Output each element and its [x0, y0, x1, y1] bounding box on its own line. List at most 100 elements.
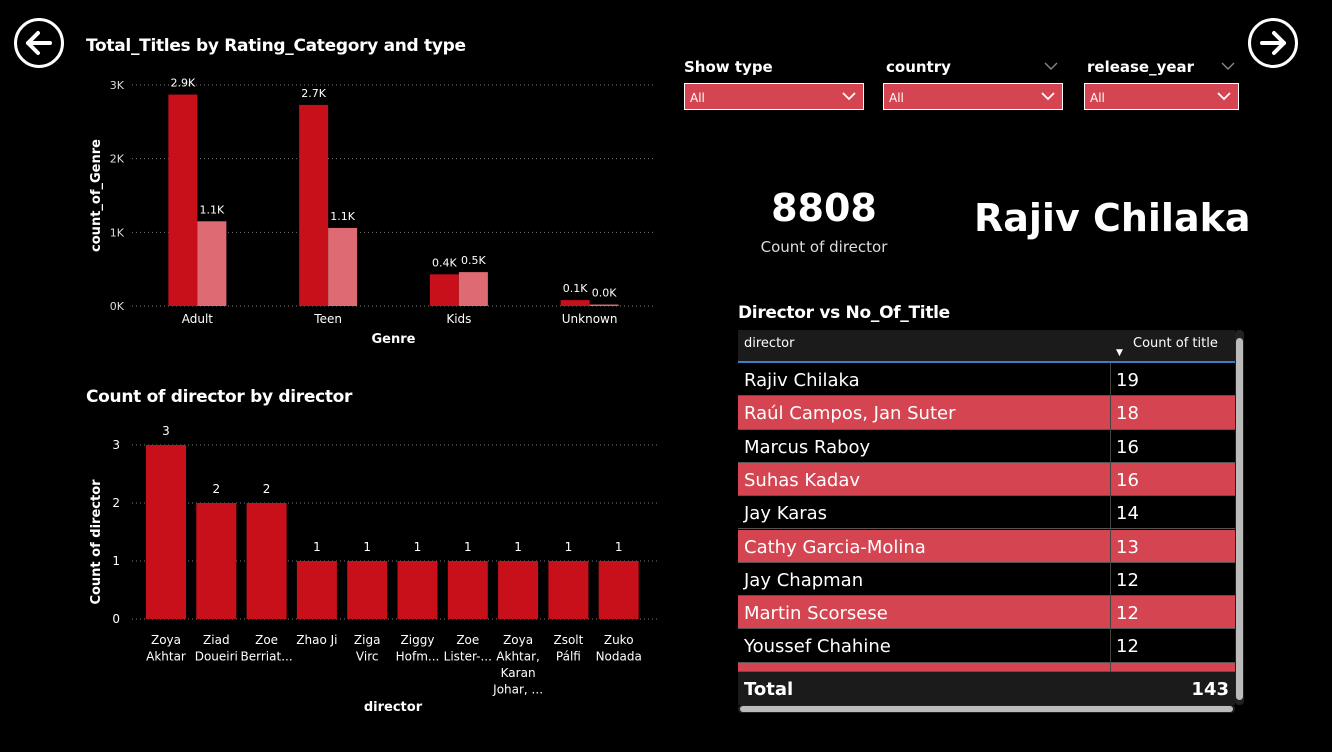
x-axis-title: Genre — [372, 332, 416, 347]
cell-director: Jay Karas — [744, 503, 828, 525]
slicer-value: All — [1090, 91, 1105, 105]
x-tick-label: Zsolt — [553, 633, 583, 647]
scrollbar-thumb[interactable] — [1236, 338, 1243, 700]
slicer-label: release_year — [1087, 58, 1195, 76]
column-header-count[interactable]: Count of title — [1133, 336, 1218, 351]
cell-director: Raúl Campos, Jan Suter — [744, 403, 956, 425]
y-tick-label: 1K — [110, 226, 125, 239]
table-row[interactable]: Suhas Kadav 16 — [738, 462, 1235, 497]
table-total-row: Total 143 — [738, 672, 1235, 705]
cell-count: 12 — [1116, 636, 1139, 658]
back-button[interactable] — [14, 18, 64, 68]
bar — [548, 561, 589, 619]
y-tick-label: 3K — [110, 79, 125, 92]
table-row[interactable]: Jay Chapman 12 — [738, 562, 1235, 597]
data-label: 1 — [514, 540, 522, 554]
chevron-down-icon[interactable] — [1220, 60, 1236, 72]
vertical-scrollbar[interactable] — [1235, 330, 1244, 705]
chart2-title: Count of director by director — [86, 387, 353, 407]
release-year-dropdown[interactable]: All — [1084, 83, 1239, 110]
cell-count: 12 — [1116, 603, 1139, 625]
chevron-down-icon — [842, 92, 856, 101]
slicer-show-type: Show type All — [684, 58, 864, 110]
data-label: 0.5K — [461, 254, 486, 267]
x-tick-label: Akhtar, — [496, 650, 540, 664]
bar — [146, 445, 186, 619]
bar — [196, 503, 237, 619]
cell-count: 16 — [1116, 436, 1139, 458]
bar — [296, 561, 337, 619]
rating-category-bar-chart: 0K 1K 2K 3K 2.9K 1.1K Adult 2.7K 1.1K Teen 0.4K 0.5… — [89, 77, 655, 347]
cell-director: Marcus Raboy — [744, 436, 871, 458]
bar — [397, 561, 438, 619]
data-label: 2 — [212, 482, 220, 496]
column-header-director[interactable]: director — [744, 336, 795, 351]
slicer-release-year: release_year All — [1084, 58, 1264, 110]
bar — [589, 304, 619, 306]
y-tick-label: 3 — [112, 438, 120, 452]
chevron-down-icon[interactable] — [1043, 60, 1059, 72]
slicer-value: All — [889, 91, 904, 105]
data-label: 1.1K — [330, 210, 355, 223]
table-row[interactable]: Raúl Campos, Jan Suter 18 — [738, 396, 1235, 430]
x-axis-title: director — [364, 700, 423, 715]
x-tick-label: Berriat... — [241, 650, 293, 664]
bar — [429, 274, 459, 306]
y-tick-label: 2 — [112, 496, 120, 510]
sort-descending-icon[interactable]: ▼ — [1116, 348, 1123, 358]
cell-count: 13 — [1116, 536, 1139, 558]
table-row[interactable]: Rajiv Chilaka 19 — [738, 363, 1235, 397]
x-tick-label: Akhtar — [146, 650, 186, 664]
scrollbar-thumb[interactable] — [740, 706, 1233, 712]
y-tick-label: 0 — [112, 612, 120, 626]
bar — [347, 561, 388, 619]
kpi-count-value: 8808 — [771, 186, 877, 230]
show-type-dropdown[interactable]: All — [684, 83, 864, 110]
data-label: 0.0K — [592, 287, 617, 300]
y-axis-title: Count of director — [89, 479, 104, 605]
x-tick-label: Teen — [313, 312, 342, 326]
x-tick-label: Ziggy — [401, 633, 435, 647]
cell-director: Martin Scorsese — [744, 603, 888, 625]
x-tick-label: Karan — [501, 666, 536, 680]
cell-count: 18 — [1116, 403, 1139, 425]
x-tick-label: Pálfi — [556, 650, 581, 664]
cell-director: Rajiv Chilaka — [744, 370, 860, 391]
slicer-label: country — [886, 58, 951, 76]
x-tick-label: Adult — [182, 312, 214, 326]
x-tick-label: Zoya — [503, 633, 533, 647]
x-tick-label: Zoe — [255, 633, 278, 647]
x-tick-label: Ziad — [203, 633, 230, 647]
table-row[interactable]: Youssef Chahine 12 — [738, 629, 1235, 663]
chevron-down-icon — [1041, 92, 1055, 101]
country-dropdown[interactable]: All — [883, 83, 1063, 110]
cell-director: Jay Chapman — [744, 569, 864, 591]
x-tick-label: Zhao Ji — [296, 633, 337, 647]
x-tick-label: Unknown — [562, 312, 618, 326]
x-tick-label: Hofm... — [396, 650, 440, 664]
data-label: 1 — [363, 540, 371, 554]
table-row[interactable]: Marcus Raboy 16 — [738, 429, 1235, 463]
cell-count: 16 — [1116, 469, 1139, 491]
horizontal-scrollbar[interactable] — [738, 705, 1235, 713]
x-tick-label: Zoya — [151, 633, 181, 647]
bar — [197, 221, 227, 306]
director-count-bar-chart: 0 1 2 3 3 Zoya Akhtar 2 Ziad Doueiri 2 Zoe Berriat..… — [89, 424, 660, 715]
x-tick-label: Johar, ... — [492, 683, 543, 697]
table-row[interactable]: Cathy Garcia-Molina 13 — [738, 529, 1235, 563]
table-row[interactable]: Martin Scorsese 12 — [738, 596, 1235, 630]
table-row[interactable]: Jay Karas 14 — [738, 496, 1235, 530]
arrow-right-icon — [1260, 31, 1286, 55]
x-tick-label: Zoe — [456, 633, 479, 647]
bar — [458, 272, 488, 306]
cell-director: Cathy Garcia-Molina — [744, 536, 926, 558]
table-header: director ▼ Count of title — [738, 330, 1235, 363]
cell-director: Suhas Kadav — [744, 469, 860, 491]
x-tick-label: Zuko — [604, 633, 634, 647]
forward-button[interactable] — [1248, 18, 1298, 68]
slicer-label: Show type — [684, 58, 773, 76]
cell-count: 14 — [1116, 503, 1139, 525]
kpi-top-director: Rajiv Chilaka — [974, 196, 1251, 240]
bar — [328, 227, 358, 306]
bar — [246, 503, 287, 619]
